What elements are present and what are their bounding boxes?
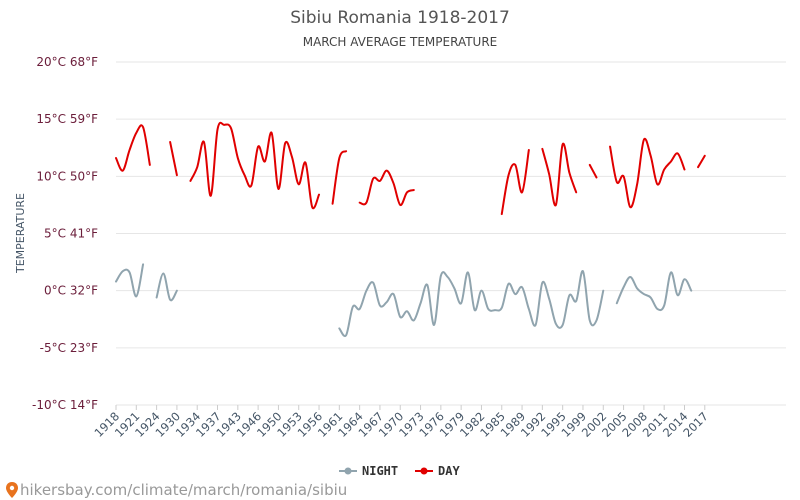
chart-subtitle: MARCH AVERAGE TEMPERATURE	[303, 35, 498, 49]
series-lines	[115, 121, 706, 338]
x-axis-ticks: 1918192119241930193419371943194619501953…	[92, 405, 711, 440]
y-tick-label: 10°C 50°F	[36, 169, 98, 183]
y-tick-label: -5°C 23°F	[40, 341, 98, 355]
legend-item-night[interactable]: NIGHT	[339, 464, 398, 478]
series-night-line	[155, 272, 178, 302]
legend[interactable]: NIGHT DAY	[339, 464, 460, 478]
series-night	[115, 263, 693, 338]
series-night-line	[615, 271, 693, 312]
watermark[interactable]: hikersbay.com/climate/march/romania/sibi…	[6, 481, 347, 499]
series-day-line	[500, 149, 530, 216]
legend-day-label: DAY	[438, 464, 460, 478]
y-tick-label: -10°C 14°F	[32, 398, 98, 412]
series-night-line	[115, 263, 145, 298]
legend-night-label: NIGHT	[362, 464, 398, 478]
watermark-text: hikersbay.com/climate/march/romania/sibi…	[20, 481, 347, 499]
series-day-line	[697, 154, 706, 169]
series-day-line	[609, 137, 686, 209]
y-tick-label: 5°C 41°F	[44, 227, 98, 241]
y-tick-label: 0°C 32°F	[44, 284, 98, 298]
grid	[116, 61, 786, 406]
series-day-line	[169, 141, 178, 177]
series-day-line	[331, 150, 348, 205]
chart-title: Sibiu Romania 1918-2017	[290, 8, 510, 28]
legend-item-day[interactable]: DAY	[415, 464, 460, 478]
series-day-line	[358, 169, 415, 206]
y-axis-ticks: 20°C 68°F 15°C 59°F 10°C 50°F 5°C 41°F 0°C 3…	[32, 55, 98, 412]
series-night-line	[338, 270, 605, 338]
location-pin-icon	[6, 482, 18, 498]
series-day-line	[541, 142, 578, 207]
series-day	[115, 121, 706, 216]
y-tick-label: 15°C 59°F	[36, 112, 98, 126]
series-day-line	[115, 124, 151, 172]
y-tick-label: 20°C 68°F	[36, 55, 98, 69]
legend-day-marker	[420, 467, 428, 475]
series-day-line	[588, 163, 598, 179]
legend-night-marker	[344, 467, 352, 475]
series-day-line	[189, 121, 321, 210]
y-axis-label: TEMPERATURE	[14, 193, 27, 274]
